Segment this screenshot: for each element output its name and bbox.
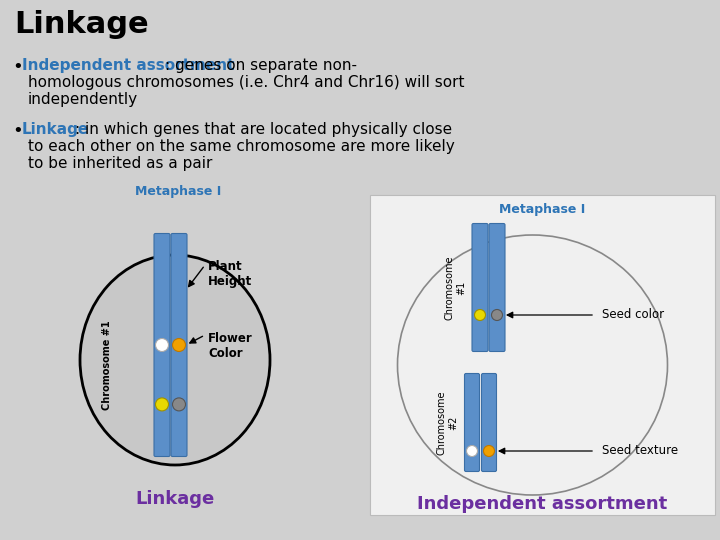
Text: Flower
Color: Flower Color — [208, 332, 253, 360]
Text: Independent assortment: Independent assortment — [22, 58, 235, 73]
FancyBboxPatch shape — [482, 374, 497, 471]
Circle shape — [173, 398, 186, 411]
Text: homologous chromosomes (i.e. Chr4 and Chr16) will sort: homologous chromosomes (i.e. Chr4 and Ch… — [28, 75, 464, 90]
FancyBboxPatch shape — [489, 224, 505, 352]
FancyBboxPatch shape — [154, 233, 170, 456]
Text: Metaphase I: Metaphase I — [500, 203, 585, 216]
Text: Chromosome #1: Chromosome #1 — [102, 320, 112, 410]
Text: : genes on separate non-: : genes on separate non- — [165, 58, 357, 73]
Text: Metaphase I: Metaphase I — [135, 185, 221, 198]
Circle shape — [156, 339, 168, 352]
Circle shape — [467, 446, 477, 456]
Text: Seed color: Seed color — [602, 308, 664, 321]
Text: : in which genes that are located physically close: : in which genes that are located physic… — [75, 122, 452, 137]
Text: Independent assortment: Independent assortment — [418, 495, 667, 513]
Circle shape — [173, 339, 186, 352]
Text: independently: independently — [28, 92, 138, 107]
Text: to each other on the same chromosome are more likely: to each other on the same chromosome are… — [28, 139, 455, 154]
Text: to be inherited as a pair: to be inherited as a pair — [28, 156, 212, 171]
Text: •: • — [12, 58, 23, 76]
FancyBboxPatch shape — [464, 374, 480, 471]
FancyBboxPatch shape — [472, 224, 488, 352]
FancyBboxPatch shape — [370, 195, 715, 515]
Circle shape — [474, 309, 485, 321]
Text: •: • — [12, 122, 23, 140]
Circle shape — [484, 446, 495, 456]
Text: Linkage: Linkage — [14, 10, 148, 39]
Ellipse shape — [80, 255, 270, 465]
Text: Linkage: Linkage — [22, 122, 89, 137]
Text: Chromosome
#2: Chromosome #2 — [436, 390, 458, 455]
Circle shape — [492, 309, 503, 321]
Text: Chromosome
#1: Chromosome #1 — [444, 255, 466, 320]
Circle shape — [156, 398, 168, 411]
Text: Seed texture: Seed texture — [602, 444, 678, 457]
Text: Plant
Height: Plant Height — [208, 260, 252, 288]
FancyBboxPatch shape — [171, 233, 187, 456]
Text: Linkage: Linkage — [135, 490, 215, 508]
